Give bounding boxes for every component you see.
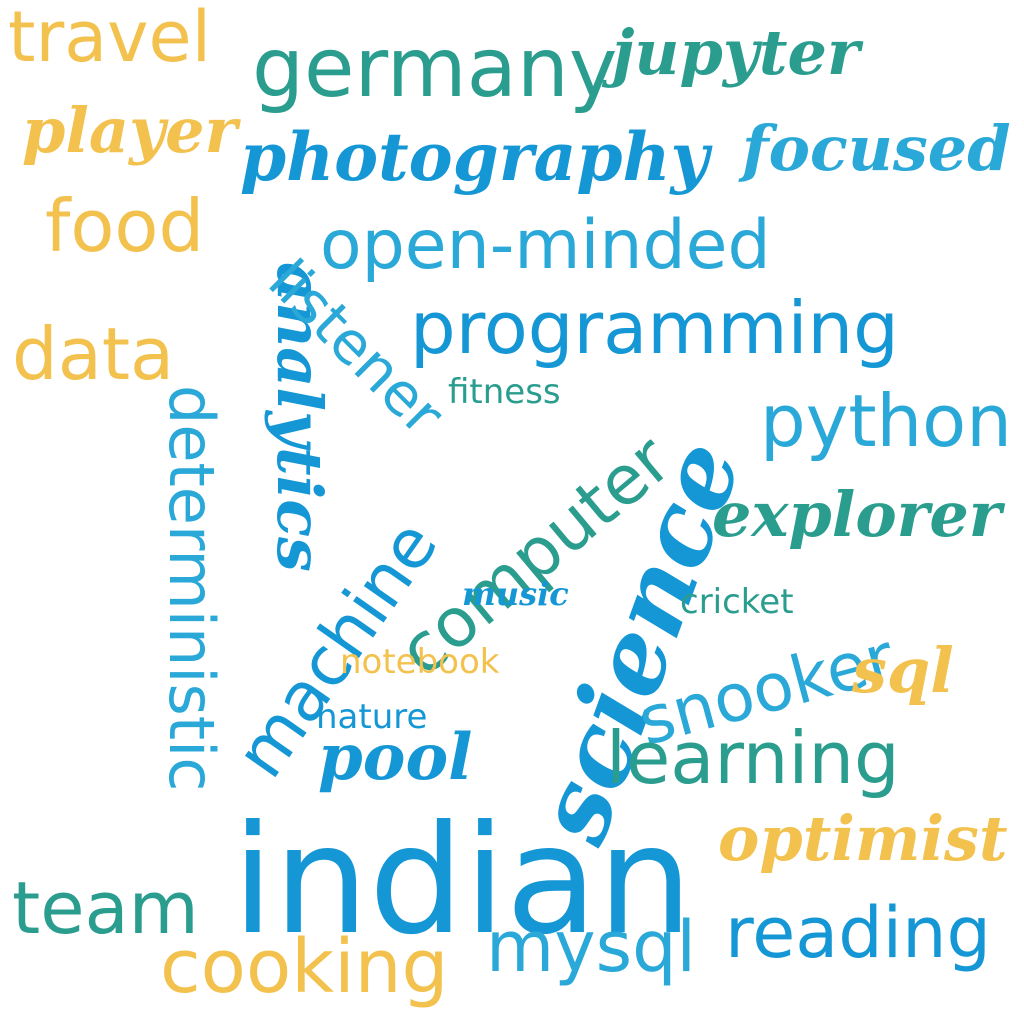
word-player: player	[22, 94, 238, 167]
word-python: python	[760, 379, 1012, 463]
word-photography: photography	[240, 118, 709, 196]
word-programming: programming	[410, 286, 899, 370]
word-data: data	[12, 312, 175, 396]
word-fitness: fitness	[448, 372, 561, 412]
word-music: music	[462, 575, 569, 613]
word-food: food	[45, 184, 205, 268]
word-travel: travel	[8, 0, 212, 78]
word-learning: learning	[606, 716, 900, 800]
word-explorer: explorer	[712, 478, 1002, 551]
word-sql: sql	[852, 634, 954, 707]
word-cooking: cooking	[160, 924, 449, 1010]
word-indian: indian	[232, 794, 693, 968]
word-open-minded: open-minded	[320, 206, 771, 285]
word-nature: nature	[316, 697, 428, 737]
word-deterministic: deterministic	[155, 385, 228, 792]
word-mysql: mysql	[486, 906, 696, 988]
word-germany: germany	[252, 21, 618, 116]
word-reading: reading	[725, 892, 991, 974]
word-optimist: optimist	[718, 802, 1008, 875]
word-notebook: notebook	[340, 642, 500, 682]
word-team: team	[12, 866, 199, 950]
word-cricket: cricket	[680, 582, 794, 622]
word-pool: pool	[318, 720, 473, 795]
word-jupyter: jupyter	[612, 16, 860, 89]
word-focused: focused	[742, 112, 1011, 185]
